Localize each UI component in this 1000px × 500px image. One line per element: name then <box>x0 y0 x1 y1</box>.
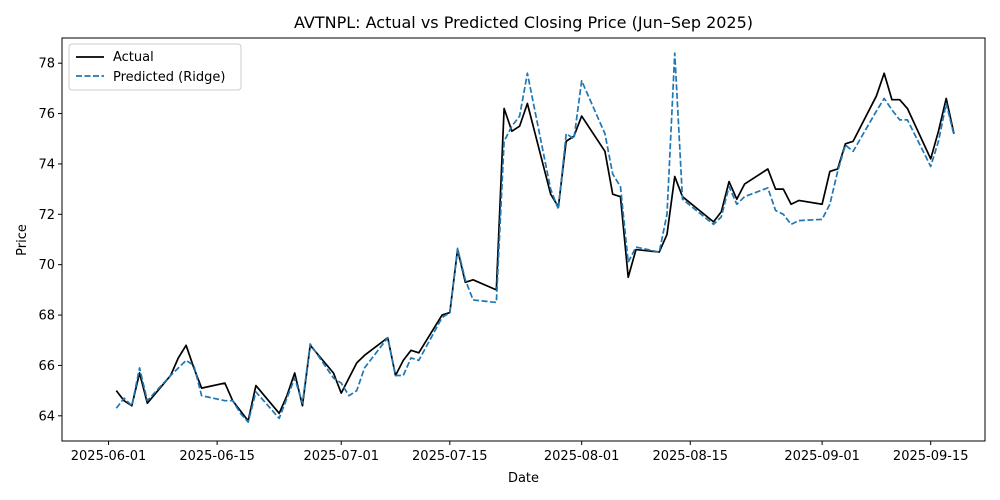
y-axis: 64 66 68 70 72 74 76 78 <box>38 57 62 424</box>
y-tick-label: 74 <box>38 157 55 172</box>
series-line-predicted-ridge <box>115 52 955 423</box>
y-tick-label: 70 <box>38 258 55 273</box>
x-axis-label: Date <box>508 471 539 486</box>
y-tick-label: 64 <box>38 409 55 424</box>
x-tick-label: 2025-07-01 <box>303 449 379 464</box>
x-tick-label: 2025-08-01 <box>544 449 620 464</box>
x-tick-label: 2025-09-15 <box>893 449 969 464</box>
legend-label-actual: Actual <box>113 50 154 65</box>
chart-title: AVTNPL: Actual vs Predicted Closing Pric… <box>294 13 753 32</box>
y-axis-label: Price <box>15 224 30 256</box>
series-line-actual <box>115 72 955 422</box>
y-tick-label: 76 <box>38 107 55 122</box>
y-tick-label: 68 <box>38 309 55 324</box>
plot-frame <box>61 37 986 442</box>
x-tick-label: 2025-07-15 <box>412 449 488 464</box>
x-axis: 2025-06-01 2025-06-15 2025-07-01 2025-07-15… <box>71 441 969 464</box>
y-tick-label: 72 <box>38 208 55 223</box>
plot-lines <box>115 52 955 423</box>
legend-box <box>68 43 242 91</box>
x-tick-label: 2025-09-01 <box>784 449 860 464</box>
legend: Actual Predicted (Ridge) <box>68 43 242 91</box>
y-tick-label: 78 <box>38 57 55 72</box>
x-tick-label: 2025-08-15 <box>652 449 728 464</box>
legend-label-predicted: Predicted (Ridge) <box>113 70 225 85</box>
x-tick-label: 2025-06-15 <box>179 449 255 464</box>
y-tick-label: 66 <box>38 359 55 374</box>
x-tick-label: 2025-06-01 <box>71 449 147 464</box>
